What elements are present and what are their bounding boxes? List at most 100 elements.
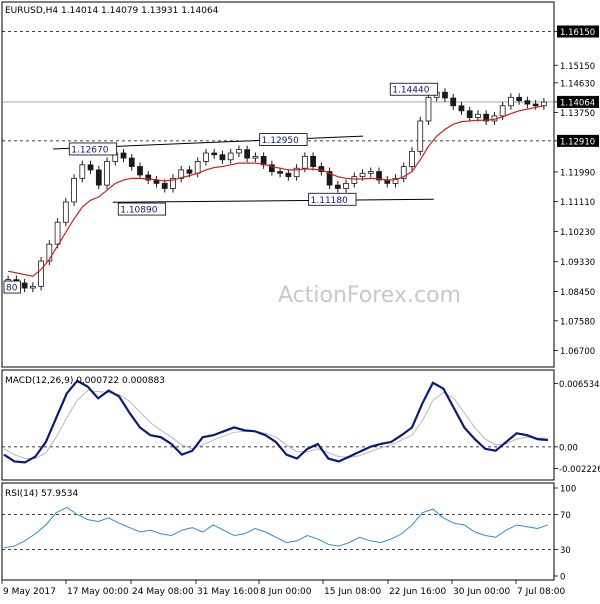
candle-body <box>227 152 234 161</box>
candle-body <box>499 105 506 117</box>
price-tick-label: 1.13750 <box>560 109 595 119</box>
price-tag-bg <box>557 95 599 108</box>
annotation-label: 1.10890 <box>120 206 157 216</box>
rsi-tick-label: 0 <box>560 573 565 583</box>
time-tick-label: 7 Jul 08:00 <box>517 587 566 597</box>
time-tick-label: 9 May 2017 <box>3 587 56 597</box>
candle-body <box>145 174 152 181</box>
candle-body <box>79 164 86 179</box>
annotation-box <box>389 82 439 96</box>
candle-body <box>54 221 61 245</box>
price-tick-label: 1.12910 <box>560 137 595 147</box>
candle-body <box>293 167 300 178</box>
trendline <box>112 198 434 203</box>
time-tick-label: 24 May 08:00 <box>132 587 194 597</box>
candle-body <box>400 166 407 179</box>
price-tick-label: 1.14064 <box>560 98 595 108</box>
annotation-label: 1.12670 <box>71 145 108 155</box>
annotation-box <box>308 192 357 206</box>
candle-body <box>425 96 432 122</box>
candle-body <box>516 96 523 102</box>
candle-body <box>194 161 201 174</box>
price-tick-label: 1.16150 <box>560 28 595 38</box>
candle-body <box>343 183 349 189</box>
candle-body <box>277 171 283 174</box>
candles <box>5 88 547 293</box>
macd-signal-line <box>3 390 548 460</box>
candle-body <box>367 171 374 174</box>
candle-body <box>310 155 316 167</box>
candle-body <box>161 183 168 189</box>
candle-body <box>532 103 539 107</box>
candle-body <box>483 113 490 122</box>
macd-tick-label: 0.00 <box>559 443 578 453</box>
price-tick-label: 1.08450 <box>560 288 595 298</box>
rsi-tick-label: 30 <box>560 546 571 556</box>
rsi-tick-label: 100 <box>560 485 576 495</box>
price-tick-label: 1.14630 <box>560 79 595 89</box>
price-tick-label: 1.10230 <box>560 228 595 238</box>
annotation-box <box>117 202 167 216</box>
candle-body <box>351 176 358 184</box>
annotation-label: 80 <box>6 284 18 294</box>
macd-tick-label: -0.002226 <box>559 465 600 475</box>
candle-body <box>508 96 514 107</box>
time-tick-label: 8 Jun 00:00 <box>260 587 312 597</box>
candle-body <box>326 171 333 186</box>
candle-body <box>38 260 44 287</box>
candle-body <box>178 169 185 179</box>
annotation-label: 1.12950 <box>262 136 299 146</box>
candle-body <box>359 172 366 178</box>
macd-panel-frame <box>1 369 555 481</box>
candle-body <box>219 154 226 161</box>
annotation-label: 1.11180 <box>311 196 348 206</box>
price-tag-bg <box>557 134 599 147</box>
rsi-series <box>2 506 554 550</box>
candle-body <box>128 157 135 167</box>
macd-series <box>2 379 554 464</box>
price-tick-label: 1.06700 <box>560 347 595 357</box>
price-tick-label: 1.11110 <box>560 198 595 208</box>
rsi-tick-label: 70 <box>560 511 571 521</box>
candle-body <box>442 91 448 99</box>
rsi-axis: 100 70 30 0 <box>554 485 576 583</box>
candle-body <box>71 177 77 203</box>
price-tick-label: 1.15150 <box>560 62 595 72</box>
candle-body <box>334 184 341 189</box>
annotation-box <box>3 280 21 294</box>
candle-body <box>137 166 143 176</box>
candle-body <box>541 101 547 107</box>
macd-tick-label: 0.006534 <box>559 380 600 390</box>
candle-body <box>376 171 382 181</box>
macd-title: MACD(12,26,9) 0.000722 0.000883 <box>5 376 165 386</box>
watermark: ActionForex.com <box>278 283 461 308</box>
moving-average <box>8 105 544 277</box>
candle-body <box>46 243 53 262</box>
rsi-title: RSI(14) 57.9534 <box>5 489 78 499</box>
candle-body <box>252 155 259 159</box>
price-annotations: 1.12670 1.10890 1.12950 1.11180 1.14440 80 <box>3 82 439 294</box>
candle-body <box>409 150 415 167</box>
candle-body <box>62 201 69 223</box>
candle-body <box>392 177 399 184</box>
candle-body <box>203 152 209 162</box>
price-tick-label: 1.09330 <box>560 258 595 268</box>
candle-body <box>21 282 28 289</box>
candle-body <box>524 100 531 105</box>
candle-body <box>450 97 457 107</box>
candle-body <box>29 285 36 289</box>
candle-body <box>244 149 251 159</box>
annotation-box <box>259 133 308 146</box>
time-tick-label: 30 Jun 00:00 <box>453 587 510 597</box>
ma-line <box>8 105 544 277</box>
candle-body <box>104 161 110 186</box>
annotation-box <box>68 142 118 156</box>
candle-body <box>186 169 193 174</box>
price-panel-frame <box>1 1 555 368</box>
rsi-line <box>3 506 549 549</box>
macd-line <box>3 379 549 464</box>
price-tag-bg <box>557 25 599 38</box>
